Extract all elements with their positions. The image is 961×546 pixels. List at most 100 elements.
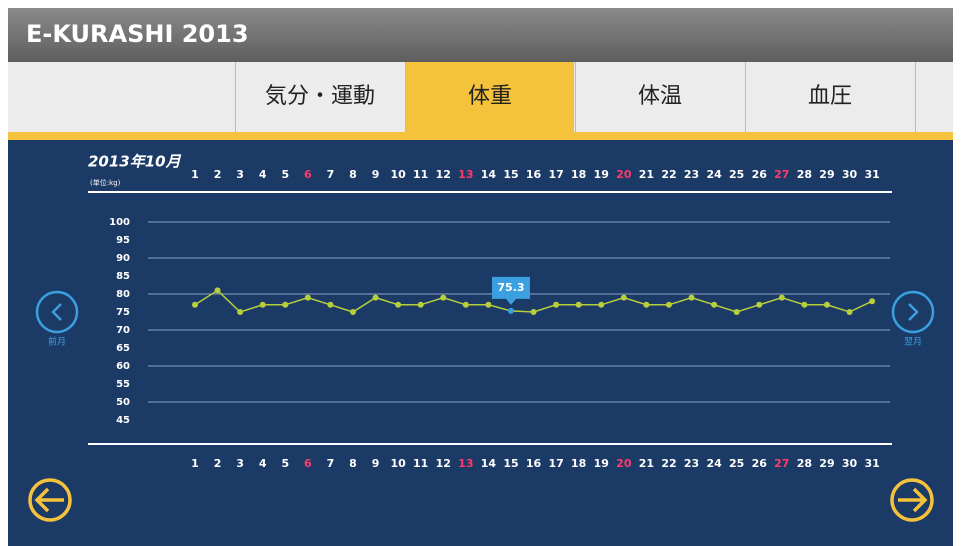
x-tick-label-bottom: 27	[774, 457, 789, 470]
x-tick-label-top: 25	[729, 168, 744, 181]
tab[interactable]: 体重	[405, 62, 574, 132]
x-tick-label-bottom: 24	[706, 457, 722, 470]
x-tick-label-bottom: 9	[372, 457, 380, 470]
x-tick-label-top: 20	[616, 168, 632, 181]
data-point	[733, 309, 740, 315]
x-tick-label-bottom: 7	[327, 457, 335, 470]
x-tick-label-bottom: 25	[729, 457, 744, 470]
tooltip-box	[491, 276, 530, 305]
tab-edge	[915, 62, 953, 132]
x-tick-label-bottom: 20	[616, 457, 632, 470]
x-tick-label-bottom: 6	[304, 457, 312, 470]
x-tick-label-bottom: 19	[594, 457, 609, 470]
x-tick-label-top: 6	[304, 168, 312, 181]
x-tick-label-top: 27	[774, 168, 789, 181]
x-tick-label-top: 14	[481, 168, 497, 181]
y-tick-label: 85	[116, 271, 130, 282]
y-tick-label: 75	[116, 307, 130, 318]
x-tick-label-top: 4	[259, 168, 267, 181]
x-tick-label-top: 1	[191, 168, 199, 181]
data-point	[327, 301, 334, 308]
x-tick-label-top: 15	[503, 168, 518, 181]
x-tick-label-bottom: 12	[436, 457, 451, 470]
x-tick-label-top: 26	[752, 168, 768, 181]
y-tick-label: 60	[116, 361, 130, 372]
y-tick-label: 45	[116, 415, 130, 426]
x-tick-label-top: 29	[819, 168, 834, 181]
chart-panel: 2013年10月 (単位:kg) 前月 翌月 45505560657075808…	[8, 140, 953, 546]
data-point	[869, 298, 876, 305]
x-tick-label-bottom: 2	[214, 457, 222, 470]
x-tick-label-bottom: 1	[191, 457, 199, 470]
x-tick-label-bottom: 22	[661, 457, 676, 470]
tab[interactable]: 気分・運動	[235, 62, 404, 132]
x-tick-label-top: 18	[571, 168, 586, 181]
forward-arrow[interactable]	[890, 478, 934, 522]
tab[interactable]: 血圧	[745, 62, 914, 132]
data-point	[598, 301, 605, 308]
chart-title: 2013年10月	[88, 153, 182, 171]
data-point	[395, 301, 402, 308]
data-point	[462, 301, 469, 308]
back-arrow[interactable]	[28, 478, 72, 522]
data-point	[553, 301, 560, 308]
x-tick-label-bottom: 3	[236, 457, 244, 470]
data-point	[530, 309, 537, 315]
data-point	[417, 301, 424, 308]
data-point	[643, 301, 650, 308]
y-tick-label: 50	[116, 397, 130, 408]
x-tick-label-bottom: 28	[797, 457, 812, 470]
y-tick-label: 95	[116, 235, 130, 246]
app-title: E-KURASHI 2013	[26, 20, 249, 48]
x-tick-label-top: 22	[661, 168, 676, 181]
data-point	[823, 301, 830, 308]
x-tick-label-bottom: 14	[481, 457, 497, 470]
next-label: 翌月	[904, 337, 922, 348]
data-point	[192, 301, 198, 308]
x-tick-label-bottom: 5	[281, 457, 289, 470]
x-tick-label-bottom: 15	[503, 457, 518, 470]
x-tick-label-top: 7	[327, 168, 335, 181]
data-point	[711, 301, 718, 308]
data-point	[440, 294, 447, 301]
x-tick-label-bottom: 18	[571, 457, 586, 470]
x-tick-label-top: 12	[436, 168, 451, 181]
x-tick-label-top: 23	[684, 168, 699, 181]
header: E-KURASHI 2013	[8, 8, 953, 62]
x-tick-label-bottom: 30	[842, 457, 858, 470]
x-tick-label-top: 21	[639, 168, 654, 181]
data-point	[688, 294, 695, 301]
x-tick-label-top: 19	[594, 168, 609, 181]
y-tick-label: 65	[116, 343, 130, 354]
data-point	[214, 287, 221, 294]
prev-button[interactable]	[35, 290, 79, 334]
x-tick-label-top: 31	[864, 168, 879, 181]
x-tick-label-top: 2	[214, 168, 222, 181]
x-tick-label-top: 30	[842, 168, 858, 181]
next-button[interactable]	[891, 290, 935, 334]
x-tick-label-top: 16	[526, 168, 542, 181]
data-point	[349, 309, 356, 315]
y-tick-label: 90	[116, 253, 130, 264]
data-point	[507, 307, 514, 314]
y-tick-label: 55	[116, 379, 130, 390]
tab[interactable]: 体温	[575, 62, 744, 132]
tooltip-label: 75.3	[497, 281, 524, 294]
data-point	[485, 301, 492, 308]
data-point	[304, 294, 311, 301]
x-tick-label-bottom: 31	[864, 457, 879, 470]
data-point	[259, 301, 266, 308]
data-point	[846, 309, 853, 315]
x-tick-label-top: 28	[797, 168, 812, 181]
x-tick-label-bottom: 26	[752, 457, 768, 470]
x-tick-label-top: 24	[706, 168, 722, 181]
x-tick-label-top: 5	[281, 168, 289, 181]
data-point	[778, 294, 785, 301]
data-point	[372, 294, 379, 301]
x-tick-label-bottom: 23	[684, 457, 699, 470]
data-point	[756, 301, 763, 308]
data-point	[237, 309, 244, 315]
y-tick-label: 100	[109, 217, 130, 228]
x-tick-label-top: 17	[548, 168, 563, 181]
